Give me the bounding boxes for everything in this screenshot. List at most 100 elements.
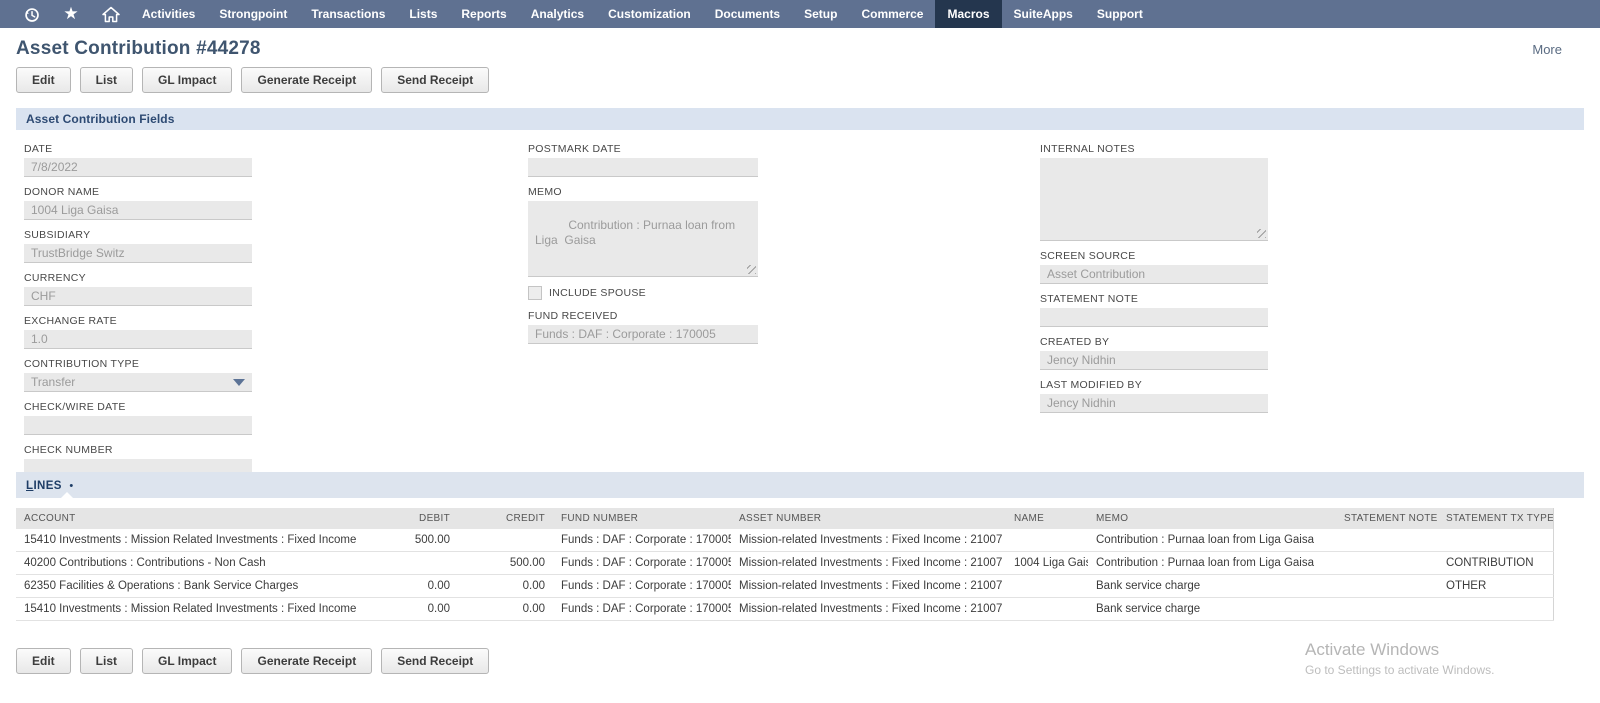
cell-statement-tx-type: CONTRIBUTION bbox=[1438, 551, 1553, 575]
nav-item-commerce[interactable]: Commerce bbox=[861, 7, 924, 21]
lines-accesskey: L bbox=[26, 480, 34, 492]
contribution-type-value: Transfer bbox=[31, 375, 76, 389]
list-button[interactable]: List bbox=[79, 648, 134, 674]
date-field: 7/8/2022 bbox=[24, 158, 252, 177]
cell-credit: 500.00 bbox=[458, 551, 553, 575]
top-toolbar: Edit List GL Impact Generate Receipt Sen… bbox=[16, 67, 1584, 93]
more-link[interactable]: More bbox=[1532, 42, 1562, 57]
cell-asset-number: Mission-related Investments : Fixed Inco… bbox=[731, 551, 1006, 575]
nav-item-setup[interactable]: Setup bbox=[804, 7, 838, 21]
nav-item-transactions[interactable]: Transactions bbox=[311, 7, 386, 21]
cell-asset-number: Mission-related Investments : Fixed Inco… bbox=[731, 529, 1006, 552]
lines-tab-bar: LINES • bbox=[16, 472, 1584, 499]
fields-area: DATE 7/8/2022 DONOR NAME 1004 Liga Gaisa… bbox=[16, 130, 1584, 478]
column-header-name[interactable]: NAME bbox=[1006, 508, 1088, 529]
exchange-rate-field: 1.0 bbox=[24, 330, 252, 349]
column-header-fund-number[interactable]: FUND NUMBER bbox=[553, 508, 731, 529]
nav-item-activities[interactable]: Activities bbox=[142, 7, 196, 21]
field-label: LAST MODIFIED BY bbox=[1040, 379, 1143, 391]
cell-memo: Bank service charge bbox=[1088, 597, 1336, 621]
cell-statement-tx-type bbox=[1438, 597, 1553, 621]
nav-item-customization[interactable]: Customization bbox=[608, 7, 691, 21]
column-header-memo[interactable]: MEMO bbox=[1088, 508, 1336, 529]
cell-statement-note bbox=[1336, 574, 1438, 598]
column-header-credit[interactable]: CREDIT bbox=[458, 508, 553, 529]
send-receipt-button[interactable]: Send Receipt bbox=[381, 67, 490, 93]
nav-item-analytics[interactable]: Analytics bbox=[530, 7, 585, 21]
fields-section-header: Asset Contribution Fields bbox=[16, 108, 1584, 130]
cell-credit: 0.00 bbox=[458, 574, 553, 598]
include-spouse-checkbox[interactable] bbox=[528, 286, 542, 300]
nav-item-documents[interactable]: Documents bbox=[714, 7, 781, 21]
nav-icon-group: ★ bbox=[0, 0, 130, 28]
lines-header-row: ACCOUNT DEBIT CREDIT FUND NUMBER ASSET N… bbox=[16, 508, 1553, 529]
cell-credit bbox=[458, 529, 553, 552]
send-receipt-button[interactable]: Send Receipt bbox=[381, 648, 490, 674]
fund-received-field: Funds : DAF : Corporate : 170005 bbox=[528, 325, 758, 344]
field-label: CREATED BY bbox=[1040, 336, 1110, 348]
edit-button[interactable]: Edit bbox=[16, 67, 71, 93]
cell-name bbox=[1006, 597, 1088, 621]
home-icon[interactable] bbox=[102, 5, 120, 23]
field-currency: CURRENCY CHF bbox=[24, 272, 252, 306]
column-header-asset-number[interactable]: ASSET NUMBER bbox=[731, 508, 1006, 529]
gl-impact-button[interactable]: GL Impact bbox=[142, 67, 233, 93]
table-row: 62350 Facilities & Operations : Bank Ser… bbox=[16, 574, 1553, 598]
last-modified-by-field: Jency Nidhin bbox=[1040, 394, 1268, 413]
nav-item-support[interactable]: Support bbox=[1096, 7, 1143, 21]
field-label: INTERNAL NOTES bbox=[1040, 143, 1135, 155]
cell-account: 15410 Investments : Mission Related Inve… bbox=[16, 597, 396, 621]
field-label: MEMO bbox=[528, 186, 562, 198]
list-button[interactable]: List bbox=[79, 67, 134, 93]
memo-value: Contribution : Purnaa loan from Liga Gai… bbox=[535, 218, 739, 247]
field-label: CONTRIBUTION TYPE bbox=[24, 358, 140, 370]
fields-column-middle: POSTMARK DATE MEMO Contribution : Purnaa… bbox=[528, 143, 758, 353]
cell-memo: Bank service charge bbox=[1088, 574, 1336, 598]
field-label: POSTMARK DATE bbox=[528, 143, 621, 155]
top-navigation-bar: ★ Activities Strongpoint Transactions Li… bbox=[0, 0, 1600, 28]
screen-source-field: Asset Contribution bbox=[1040, 265, 1268, 284]
cell-statement-tx-type bbox=[1438, 529, 1553, 552]
nav-item-reports[interactable]: Reports bbox=[461, 7, 507, 21]
nav-item-suiteapps[interactable]: SuiteApps bbox=[1013, 7, 1073, 21]
check-wire-date-field bbox=[24, 416, 252, 435]
field-check-wire-date: CHECK/WIRE DATE bbox=[24, 401, 252, 435]
currency-field: CHF bbox=[24, 287, 252, 306]
recent-records-icon[interactable] bbox=[22, 5, 40, 23]
generate-receipt-button[interactable]: Generate Receipt bbox=[241, 67, 373, 93]
resize-handle-icon[interactable] bbox=[747, 265, 756, 274]
column-header-statement-tx-type[interactable]: STATEMENT TX TYPE▲ bbox=[1438, 508, 1553, 529]
shortcuts-star-icon[interactable]: ★ bbox=[63, 4, 79, 23]
lines-bullet: • bbox=[69, 480, 74, 492]
lines-tab[interactable]: LINES bbox=[26, 480, 62, 492]
nav-item-strongpoint[interactable]: Strongpoint bbox=[219, 7, 288, 21]
subsidiary-field: TrustBridge Switz bbox=[24, 244, 252, 263]
nav-menu: Activities Strongpoint Transactions List… bbox=[130, 0, 1155, 28]
resize-handle-icon[interactable] bbox=[1257, 229, 1266, 238]
table-row: 15410 Investments : Mission Related Inve… bbox=[16, 597, 1553, 621]
cell-debit bbox=[396, 551, 458, 575]
cell-account: 15410 Investments : Mission Related Inve… bbox=[16, 529, 396, 552]
column-header-statement-note[interactable]: STATEMENT NOTE bbox=[1336, 508, 1438, 529]
field-screen-source: SCREEN SOURCE Asset Contribution bbox=[1040, 250, 1268, 284]
cell-statement-tx-type: OTHER bbox=[1438, 574, 1553, 598]
generate-receipt-button[interactable]: Generate Receipt bbox=[241, 648, 373, 674]
cell-statement-note bbox=[1336, 529, 1438, 552]
field-fund-received: FUND RECEIVED Funds : DAF : Corporate : … bbox=[528, 310, 758, 344]
edit-button[interactable]: Edit bbox=[16, 648, 71, 674]
gl-impact-button[interactable]: GL Impact bbox=[142, 648, 233, 674]
cell-credit: 0.00 bbox=[458, 597, 553, 621]
cell-fund-number: Funds : DAF : Corporate : 170005 bbox=[553, 551, 731, 575]
field-label: STATEMENT NOTE bbox=[1040, 293, 1139, 305]
field-label: DONOR NAME bbox=[24, 186, 100, 198]
statement-note-field bbox=[1040, 308, 1268, 327]
cell-debit: 500.00 bbox=[396, 529, 458, 552]
column-header-debit[interactable]: DEBIT bbox=[396, 508, 458, 529]
field-internal-notes: INTERNAL NOTES bbox=[1040, 143, 1268, 241]
table-row: 40200 Contributions : Contributions - No… bbox=[16, 551, 1553, 575]
field-created-by: CREATED BY Jency Nidhin bbox=[1040, 336, 1268, 370]
nav-item-macros[interactable]: Macros bbox=[935, 0, 1002, 28]
column-header-account[interactable]: ACCOUNT bbox=[16, 508, 396, 529]
nav-item-lists[interactable]: Lists bbox=[409, 7, 438, 21]
table-row: 15410 Investments : Mission Related Inve… bbox=[16, 529, 1553, 552]
